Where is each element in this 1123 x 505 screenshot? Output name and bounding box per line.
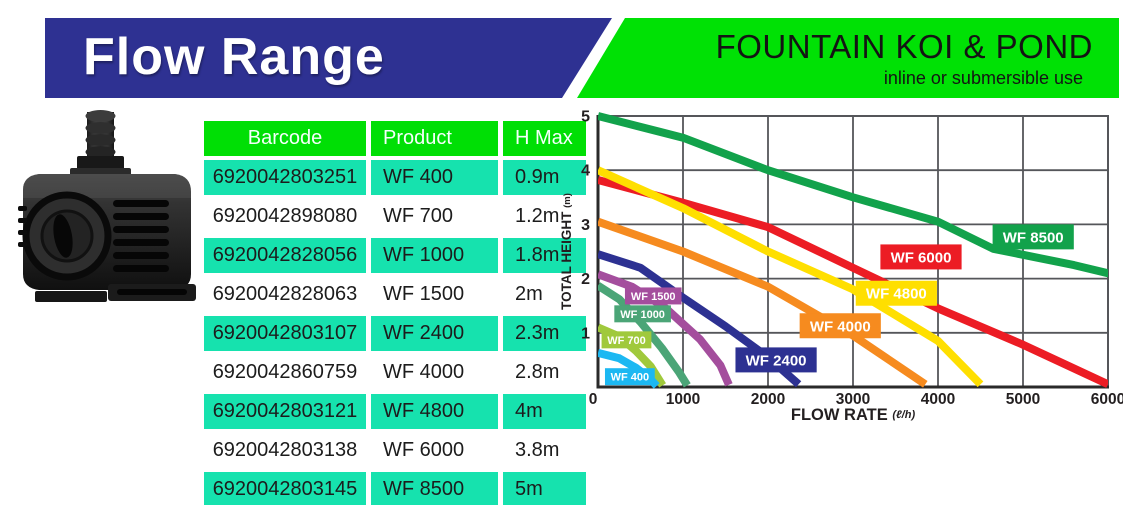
flow-range-title: Flow Range xyxy=(83,28,385,86)
mounting-base xyxy=(35,284,196,302)
column-header-barcode: Barcode xyxy=(204,121,366,156)
product-cell: WF 1500 xyxy=(383,283,465,305)
column-header-h-max: H Max xyxy=(503,121,586,156)
barcode-cell: 6920042803121 xyxy=(204,394,366,429)
label-box-wf-400 xyxy=(604,368,655,386)
barcode-cell: 6920042828063 xyxy=(212,283,358,305)
label-text-wf-700: WF 700 xyxy=(607,335,646,347)
label-box-wf-4800 xyxy=(855,280,937,306)
x-axis-title: FLOW RATE (ℓ/h) xyxy=(791,406,916,424)
label-box-wf-1500 xyxy=(624,287,682,305)
table-row-wf-8500: 6920042803145 WF 8500 5m xyxy=(204,472,586,505)
label-text-wf-4800: WF 4800 xyxy=(866,286,927,303)
table-row-wf-1500: 6920042828063 WF 1500 2m xyxy=(204,277,586,312)
product-cell: WF 2400 xyxy=(371,316,498,351)
label-box-wf-1000 xyxy=(614,305,671,323)
product-cell: WF 4000 xyxy=(383,361,465,383)
h_max-cell: 2.3m xyxy=(503,316,586,351)
outlet-collar xyxy=(70,156,131,177)
label-text-wf-8500: WF 8500 xyxy=(1003,229,1064,246)
h_max-cell: 0.9m xyxy=(503,160,586,195)
product-cell: WF 400 xyxy=(371,160,498,195)
x-tick-1000: 1000 xyxy=(666,391,700,408)
h_max-cell: 3.8m xyxy=(515,439,560,461)
barcode-cell: 6920042898080 xyxy=(212,205,358,227)
label-box-wf-4000 xyxy=(799,313,881,339)
barcode-cell: 6920042828056 xyxy=(204,238,366,273)
table-row-wf-1000: 6920042828056 WF 1000 1.8m xyxy=(204,238,586,273)
fountain-title: FOUNTAIN KOI & POND xyxy=(715,28,1093,65)
product-cell: WF 6000 xyxy=(383,439,465,461)
fountain-subtitle: inline or submersible use xyxy=(883,68,1083,88)
label-box-wf-6000 xyxy=(880,244,962,270)
h_max-cell: 1.8m xyxy=(503,238,586,273)
table-header-row: Barcode Product H Max xyxy=(204,121,586,156)
table-row-wf-2400: 6920042803107 WF 2400 2.3m xyxy=(204,316,586,351)
product-cell: WF 1000 xyxy=(371,238,498,273)
product-table: Barcode Product H Max 6920042803251 WF 400 0… xyxy=(199,117,591,505)
curve-wf-4800 xyxy=(598,166,984,388)
x-tick-6000: 6000 xyxy=(1091,391,1123,408)
table-row-wf-700: 6920042898080 WF 700 1.2m xyxy=(204,199,586,234)
flow-range-banner: Flow Range xyxy=(45,18,612,98)
label-box-wf-2400 xyxy=(735,347,817,373)
curve-wf-6000 xyxy=(598,176,1108,388)
side-vents xyxy=(113,200,169,272)
column-header-product: Product xyxy=(371,121,498,156)
curve-wf-1500 xyxy=(598,270,733,387)
x-tick-4000: 4000 xyxy=(921,391,955,408)
label-text-wf-1000: WF 1000 xyxy=(620,309,665,321)
curve-wf-8500 xyxy=(598,112,1108,278)
table-row-wf-6000: 6920042803138 WF 6000 3.8m xyxy=(204,433,586,468)
product-cell: WF 8500 xyxy=(371,472,498,505)
label-text-wf-6000: WF 6000 xyxy=(891,249,952,266)
label-box-wf-700 xyxy=(601,331,652,349)
body-top-highlight xyxy=(23,174,191,198)
table-row-wf-4800: 6920042803121 WF 4800 4m xyxy=(204,394,586,429)
h_max-cell: 2m xyxy=(515,283,543,305)
barcode-cell: 6920042803138 xyxy=(212,439,358,461)
pump-product-photo xyxy=(18,110,196,302)
label-text-wf-2400: WF 2400 xyxy=(746,352,807,369)
y-tick-3: 3 xyxy=(581,217,590,234)
h_max-cell: 1.2m xyxy=(515,205,560,227)
h_max-cell: 4m xyxy=(503,394,586,429)
label-text-wf-400: WF 400 xyxy=(611,372,650,384)
edge-notches xyxy=(18,206,27,247)
fountain-banner: FOUNTAIN KOI & POND inline or submersibl… xyxy=(577,18,1119,98)
h_max-cell: 5m xyxy=(503,472,586,505)
y-axis-title: TOTAL HEIGHT (m) xyxy=(559,193,574,310)
x-tick-3000: 3000 xyxy=(836,391,870,408)
barcode-cell: 6920042803107 xyxy=(204,316,366,351)
barcode-cell: 6920042803145 xyxy=(204,472,366,505)
table-row-wf-400: 6920042803251 WF 400 0.9m xyxy=(204,160,586,195)
front-intake-port xyxy=(22,191,112,281)
hose-barb xyxy=(85,110,116,162)
y-tick-4: 4 xyxy=(581,163,590,180)
curve-wf-4000 xyxy=(598,217,928,388)
h_max-cell: 2.8m xyxy=(515,361,560,383)
product-cell: WF 700 xyxy=(383,205,454,227)
table-row-wf-4000: 6920042860759 WF 4000 2.8m xyxy=(204,355,586,390)
x-tick-2000: 2000 xyxy=(751,391,785,408)
y-tick-5: 5 xyxy=(581,109,590,126)
x-tick-0: 0 xyxy=(589,391,598,408)
barcode-cell: 6920042860759 xyxy=(212,361,358,383)
curves-group xyxy=(598,112,1108,389)
x-tick-5000: 5000 xyxy=(1006,391,1040,408)
y-tick-2: 2 xyxy=(581,271,590,288)
label-text-wf-4000: WF 4000 xyxy=(810,318,871,335)
y-tick-1: 1 xyxy=(581,325,590,342)
label-box-wf-8500 xyxy=(992,224,1074,250)
label-text-wf-1500: WF 1500 xyxy=(631,291,676,303)
product-cell: WF 4800 xyxy=(371,394,498,429)
barcode-cell: 6920042803251 xyxy=(204,160,366,195)
